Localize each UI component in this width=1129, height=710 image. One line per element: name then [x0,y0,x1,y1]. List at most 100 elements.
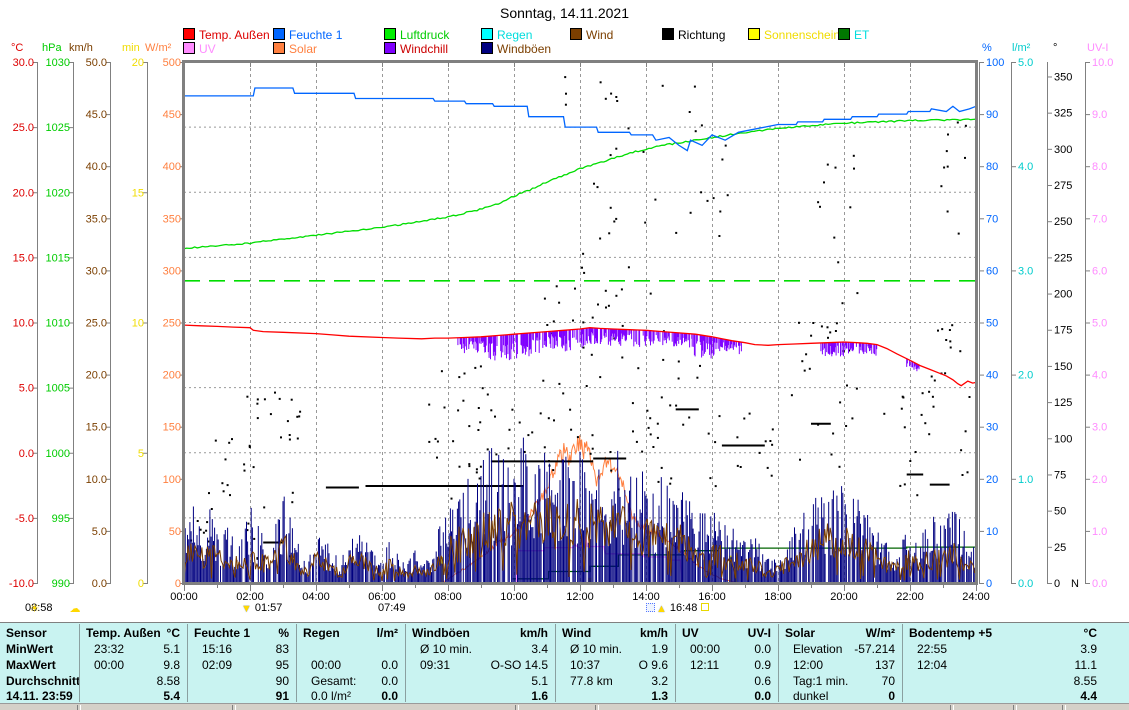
wind-direction-dot [652,446,654,448]
wind-direction-dot [582,321,584,323]
status-bar-divider [515,705,519,710]
wind-direction-dot [558,383,560,385]
table-value: 70 [882,674,895,688]
table-header-name: Windböen [412,626,470,640]
north-label: N [1071,578,1079,590]
wind-direction-dot [244,470,246,472]
wind-direction-dot [650,293,652,295]
axis-tick-label: 125 [1054,397,1072,409]
wind-direction-dot [695,130,697,132]
table-value: 5.1 [163,642,180,656]
x-axis-label: 24:00 [962,591,990,603]
wind-direction-dot [708,433,710,435]
wind-direction-dot [837,261,839,263]
wind-direction-dot [462,400,464,402]
table-value: 0.0 [381,674,398,688]
wind-direction-dot [719,211,721,213]
axis-tick-label: 450 [163,109,181,121]
wind-direction-dot [941,328,943,330]
wind-direction-dot [662,85,664,87]
wind-direction-dot [621,288,623,290]
wind-direction-dot [582,253,584,255]
axis-tick-label: 25.0 [86,318,107,330]
axis-tick-label: 0 [138,578,144,590]
wind-direction-dot [646,410,648,412]
marker-time-label: 16:48 [670,602,698,614]
table-value: 3.2 [651,674,668,688]
axis-tick-label: 275 [1054,180,1072,192]
axis-tick-label: 250 [1054,216,1072,228]
table-value: O 9.6 [639,658,668,672]
table-value-time: 09:31 [420,658,450,672]
axis-tick-label: 350 [1054,71,1072,83]
axis-tick-label: -10.0 [9,578,34,590]
axis-tick-label: 300 [163,265,181,277]
axis-tick-label: 100 [986,57,1004,69]
wind-direction-dot [947,134,949,136]
wind-direction-dot [856,388,858,390]
wind-direction-dot [476,468,478,470]
wind-direction-dot [274,392,276,394]
table-value: 137 [875,658,895,672]
wind-direction-dot [801,360,803,362]
wind-direction-dot [727,194,729,196]
wind-direction-dot [650,433,652,435]
moonset-arrow-icon: ▼ [241,603,252,615]
axis-tick-label: 0.0 [92,578,107,590]
wind-direction-dot [945,339,947,341]
wind-direction-dot [644,222,646,224]
wind-direction-dot [197,520,199,522]
table-separator [296,624,297,702]
wind-direction-dot [548,417,550,419]
wind-direction-dot [593,183,595,185]
stats-table: SensorMinWertMaxWertDurchschnitt14.11. 2… [0,622,1129,704]
table-value: 0.0 [754,689,771,703]
table-value: 1.6 [531,689,548,703]
table-value-time: Tag:1 min. [793,674,848,688]
wind-direction-dot [842,302,844,304]
axis-tick-label: 50 [1054,506,1066,518]
x-axis-label: 22:00 [896,591,924,603]
table-header-name: Bodentemp +5 [909,626,992,640]
axis-tick-label: 75 [1054,469,1066,481]
wind-direction-dot [765,440,767,442]
table-row-label: MinWert [6,642,53,656]
wind-direction-dot [297,438,299,440]
wind-direction-dot [599,376,601,378]
wind-direction-dot [839,401,841,403]
table-value: 91 [276,689,289,703]
wind-direction-dot [799,459,801,461]
wind-direction-dot [950,347,952,349]
wind-direction-dot [552,469,554,471]
wind-direction-dot [490,409,492,411]
wind-direction-dot [823,181,825,183]
wind-direction-dot [641,451,643,453]
wind-direction-dot [846,385,848,387]
wind-direction-dot [721,159,723,161]
wind-direction-dot [959,350,961,352]
wind-direction-dot [967,471,969,473]
axis-tick-label: 10.0 [13,318,34,330]
axis-tick-label: 50 [169,526,181,538]
axis-tick-label: 10.0 [1092,57,1113,69]
wind-direction-dot [947,166,949,168]
axis-tick-label: 3.0 [1018,265,1033,277]
wind-direction-dot [565,104,567,106]
table-header-sensor: Sensor [6,626,47,640]
wind-direction-dot [832,433,834,435]
axis-tick-label: 1.0 [1018,474,1033,486]
axis-tick-label: 1.0 [1092,526,1107,538]
wind-direction-dot [743,418,745,420]
status-bar-divider [77,705,81,710]
table-value-time: 00:00 [311,658,341,672]
axis-tick-label: 9.0 [1092,109,1107,121]
wind-direction-dot [211,508,213,510]
wind-direction-dot [581,267,583,269]
wind-direction-dot [591,354,593,356]
wind-direction-dot [791,394,793,396]
wind-direction-dot [849,206,851,208]
table-value-time: 02:09 [202,658,232,672]
axis-tick-label: 7.0 [1092,213,1107,225]
axis-tick-label: 25 [1054,542,1066,554]
axis-tick-label: 20.0 [86,370,107,382]
